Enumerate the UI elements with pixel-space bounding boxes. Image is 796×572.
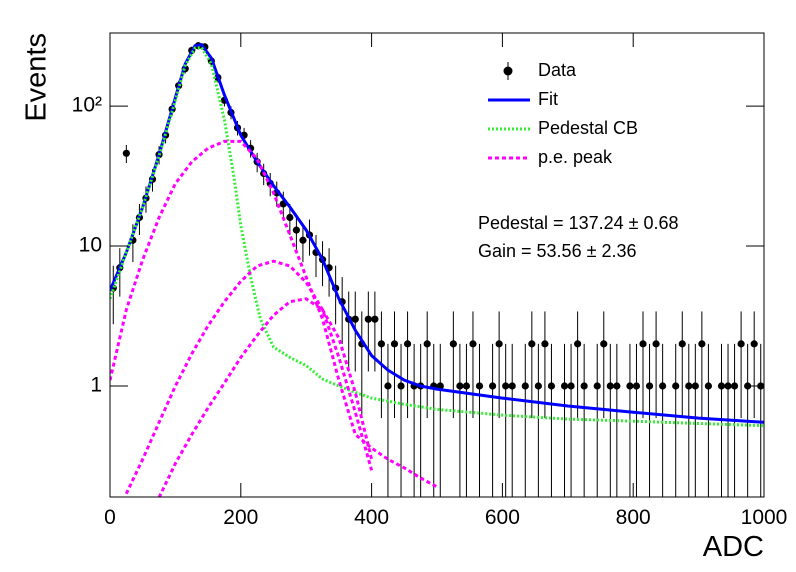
legend-label: p.e. peak	[538, 147, 613, 167]
data-point	[600, 340, 608, 348]
annotation: Gain = 53.56 ± 2.36	[478, 241, 637, 261]
data-point	[567, 382, 575, 390]
data-point	[704, 382, 713, 390]
data-point	[456, 382, 464, 390]
component-curve	[124, 259, 374, 495]
data-point	[122, 149, 130, 157]
data-point	[390, 340, 399, 348]
y-tick-label: 1	[90, 374, 102, 397]
data-point	[371, 315, 379, 323]
data-point	[659, 382, 667, 390]
legend-label: Pedestal CB	[538, 118, 638, 138]
data-point	[299, 236, 307, 244]
data-point	[672, 382, 680, 390]
y-tick-label: 10	[79, 234, 102, 257]
data-point	[508, 382, 516, 390]
y-tick-label: 10²	[72, 94, 102, 117]
legend-label: Fit	[538, 89, 558, 109]
data-point	[462, 382, 471, 390]
data-point	[698, 340, 706, 348]
data-point	[691, 382, 699, 390]
data-point	[377, 340, 386, 348]
data-point	[502, 382, 510, 390]
component-curve	[110, 139, 438, 489]
frame	[109, 32, 765, 498]
data-point	[606, 382, 614, 390]
x-tick-label: 400	[354, 506, 389, 529]
data-point	[737, 340, 745, 348]
data-point	[593, 382, 601, 390]
x-tick-label: 800	[616, 506, 651, 529]
data-point	[384, 382, 392, 390]
legend-symbol	[503, 66, 513, 76]
data-point	[495, 340, 503, 348]
plot-area	[110, 42, 764, 497]
data-point	[678, 340, 686, 348]
data-point	[286, 213, 294, 222]
legend-label: Data	[538, 60, 577, 80]
data-point	[685, 382, 693, 390]
data-point	[639, 340, 647, 348]
annotation: Pedestal = 137.24 ± 0.68	[478, 213, 679, 233]
data-point	[488, 382, 497, 390]
x-tick-label: 0	[104, 506, 116, 529]
data-point	[632, 382, 641, 390]
data-point	[652, 340, 660, 348]
x-tick-label: 1000	[741, 506, 788, 529]
data-point	[626, 382, 634, 390]
data-point	[528, 340, 536, 348]
x-tick-label: 600	[485, 506, 520, 529]
data-point	[613, 382, 621, 390]
data-point	[534, 382, 542, 390]
x-axis-title: ADC	[703, 531, 764, 563]
data-point	[403, 340, 412, 348]
data-point	[541, 340, 549, 348]
data-point	[351, 315, 359, 323]
data-point	[547, 382, 556, 390]
data-point	[475, 382, 484, 390]
data-point	[724, 382, 732, 390]
data-point	[730, 382, 739, 390]
data-point	[750, 340, 758, 348]
data-point	[423, 340, 431, 348]
data-point	[574, 340, 582, 348]
data-point	[469, 340, 477, 348]
data-point	[397, 382, 405, 390]
data-point	[449, 340, 457, 348]
y-axis-title: Events	[21, 33, 53, 122]
data-point	[292, 226, 300, 234]
x-tick-label: 200	[223, 506, 258, 529]
data-point	[521, 382, 529, 390]
data-point	[645, 382, 654, 390]
data-point	[580, 382, 588, 390]
data-point	[717, 382, 726, 390]
data-point	[560, 382, 569, 390]
data-point	[364, 315, 372, 323]
